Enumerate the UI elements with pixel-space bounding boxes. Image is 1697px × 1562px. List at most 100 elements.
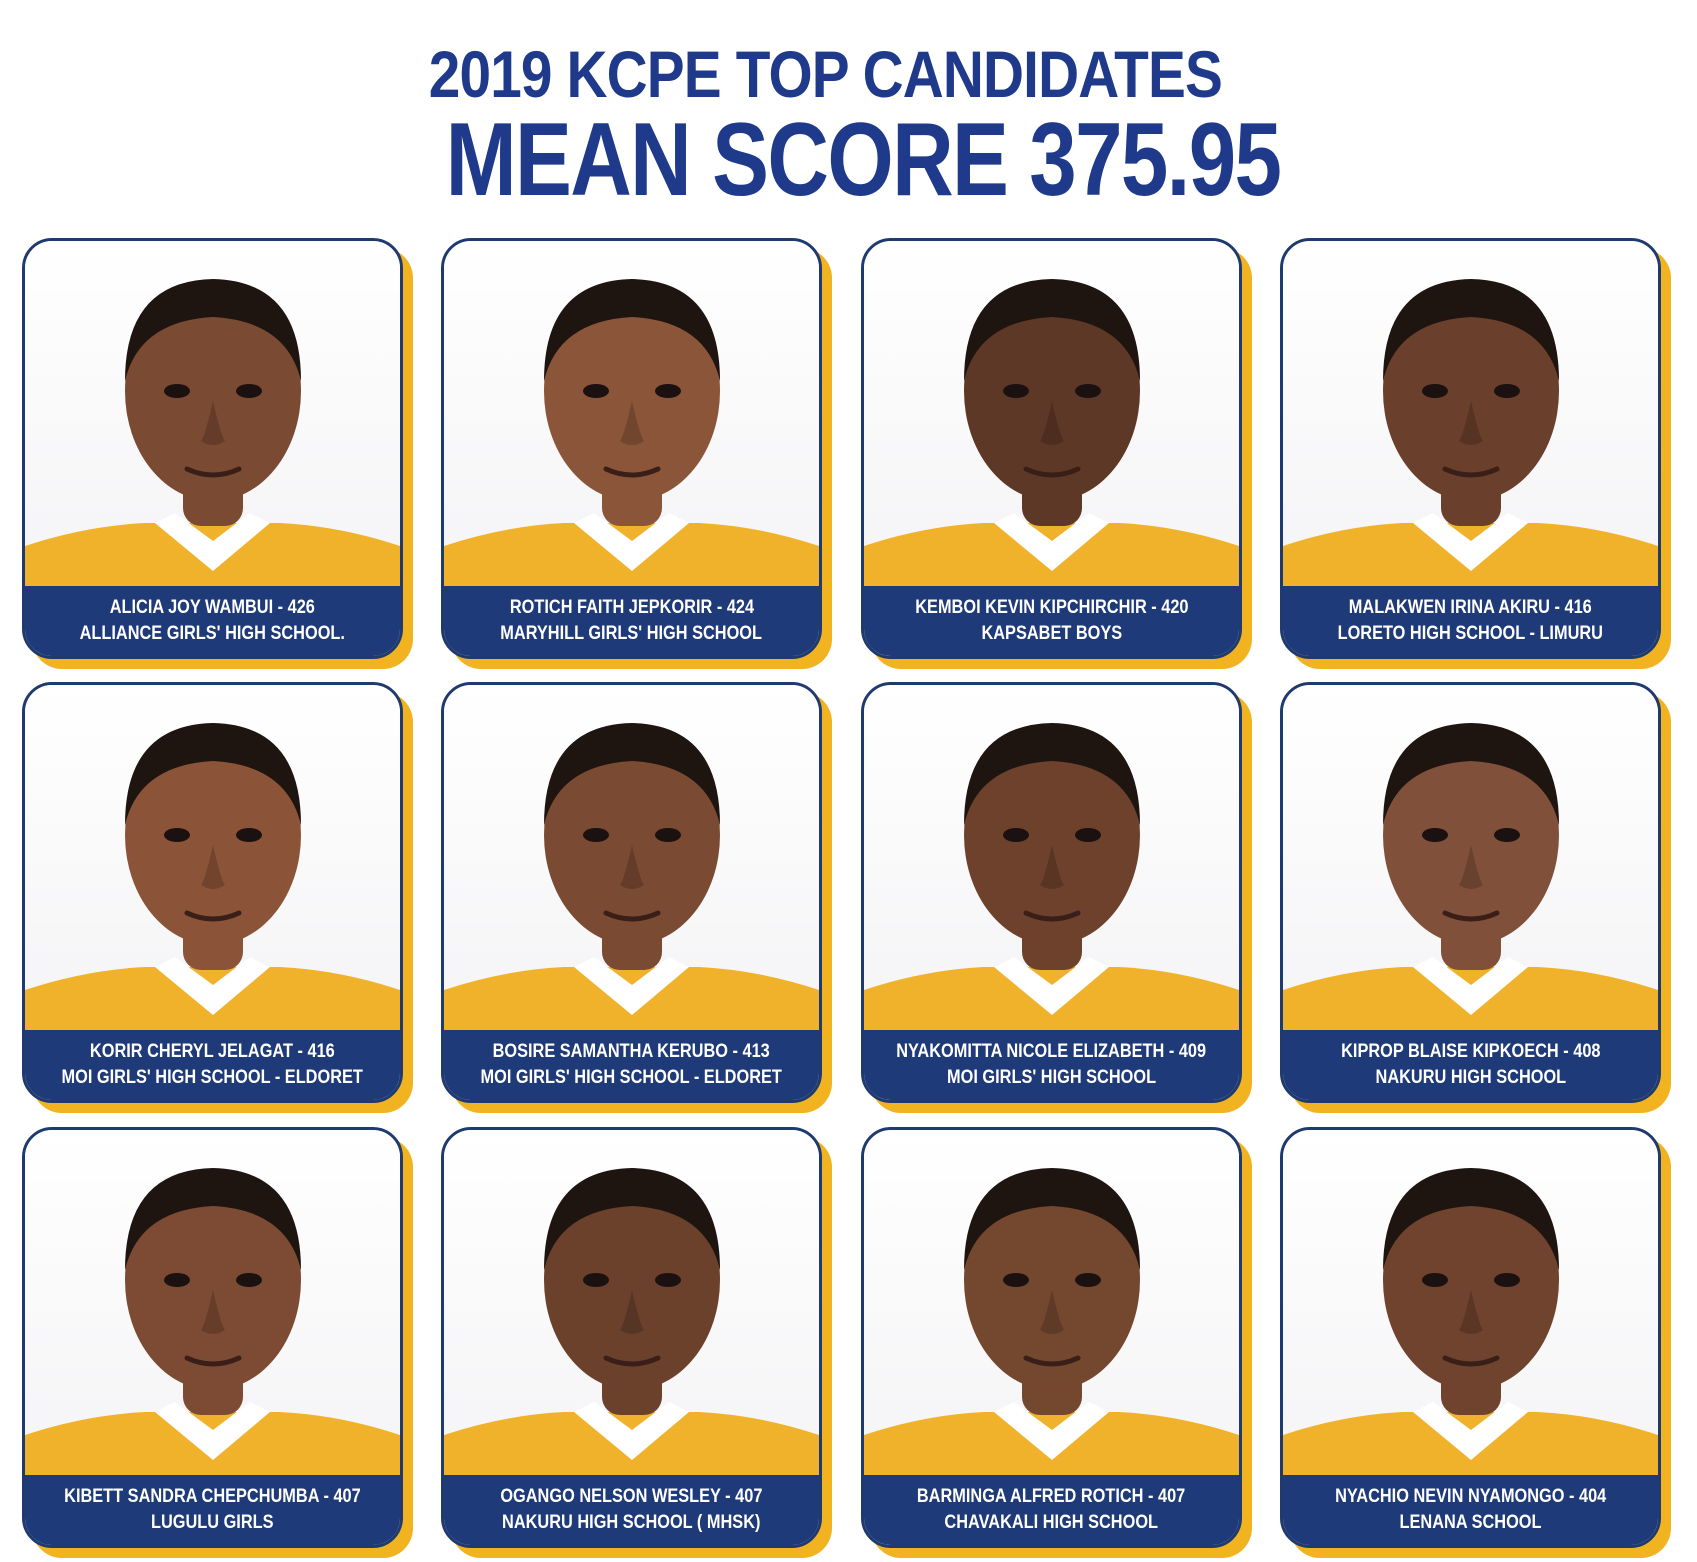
mouth <box>1023 1355 1081 1367</box>
face <box>964 281 1140 501</box>
mouth <box>1442 910 1500 922</box>
candidate-caption: NYAKOMITTA NICOLE ELIZABETH - 409 MOI GI… <box>864 1030 1239 1100</box>
portrait-illustration <box>444 1168 819 1475</box>
left-eye <box>1003 1273 1029 1287</box>
candidate-photo <box>25 1130 400 1475</box>
candidate-card: NYACHIO NEVIN NYAMONGO - 404 LENANA SCHO… <box>1280 1127 1661 1548</box>
candidate-caption: MALAKWEN IRINA AKIRU - 416 LORETO HIGH S… <box>1283 586 1658 656</box>
candidate-school: LORETO HIGH SCHOOL - LIMURU <box>1337 623 1604 644</box>
left-eye <box>583 1273 609 1287</box>
candidate-photo <box>864 1130 1239 1475</box>
hair <box>125 723 301 825</box>
candidate-caption: OGANGO NELSON WESLEY - 407 NAKURU HIGH S… <box>444 1475 819 1545</box>
candidate-name-score: NYACHIO NEVIN NYAMONGO - 404 <box>1334 1486 1607 1507</box>
portrait-illustration <box>1283 723 1658 1030</box>
face <box>544 725 720 945</box>
candidate-school: MOI GIRLS' HIGH SCHOOL - ELDORET <box>480 1067 783 1088</box>
right-eye <box>655 384 681 398</box>
portrait-illustration <box>864 1168 1239 1475</box>
candidate-card: ALICIA JOY WAMBUI - 426 ALLIANCE GIRLS' … <box>22 238 403 659</box>
candidate-school: LENANA SCHOOL <box>1399 1512 1542 1533</box>
portrait-illustration <box>444 723 819 1030</box>
right-eye <box>655 828 681 842</box>
nose <box>1459 1290 1483 1334</box>
shirt-collar <box>574 1402 689 1460</box>
candidate-caption: KORIR CHERYL JELAGAT - 416 MOI GIRLS' HI… <box>25 1030 400 1100</box>
right-eye <box>1494 828 1520 842</box>
mouth <box>1442 1355 1500 1367</box>
face <box>1383 725 1559 945</box>
left-eye <box>1422 384 1448 398</box>
left-eye <box>164 384 190 398</box>
mouth <box>603 1355 661 1367</box>
hair <box>544 279 720 381</box>
candidate-name-score: NYAKOMITTA NICOLE ELIZABETH - 409 <box>896 1041 1207 1062</box>
candidate-name-score: KIBETT SANDRA CHEPCHUMBA - 407 <box>64 1486 361 1507</box>
candidate-caption: ROTICH FAITH JEPKORIR - 424 MARYHILL GIR… <box>444 586 819 656</box>
portrait-illustration <box>1283 279 1658 586</box>
face <box>125 1170 301 1390</box>
hair <box>125 279 301 381</box>
left-eye <box>164 1273 190 1287</box>
shirt-collar <box>1413 513 1528 571</box>
left-eye <box>164 828 190 842</box>
candidate-card: KIBETT SANDRA CHEPCHUMBA - 407 LUGULU GI… <box>22 1127 403 1548</box>
candidate-school: CHAVAKALI HIGH SCHOOL <box>944 1512 1159 1533</box>
candidate-card: ROTICH FAITH JEPKORIR - 424 MARYHILL GIR… <box>441 238 822 659</box>
mouth <box>1442 466 1500 478</box>
candidate-photo <box>1283 241 1658 586</box>
hair <box>964 723 1140 825</box>
candidate-name-score: KIPROP BLAISE KIPKOECH - 408 <box>1340 1041 1601 1062</box>
portrait-illustration <box>864 279 1239 586</box>
poster-title: 2019 KCPE TOP CANDIDATES <box>428 37 1223 111</box>
mouth <box>184 466 242 478</box>
candidate-caption: NYACHIO NEVIN NYAMONGO - 404 LENANA SCHO… <box>1283 1475 1658 1545</box>
left-eye <box>583 828 609 842</box>
right-eye <box>236 828 262 842</box>
right-eye <box>236 384 262 398</box>
shirt-collar <box>155 513 270 571</box>
nose <box>201 845 225 889</box>
left-eye <box>583 384 609 398</box>
face <box>125 281 301 501</box>
nose <box>1040 845 1064 889</box>
candidate-caption: ALICIA JOY WAMBUI - 426 ALLIANCE GIRLS' … <box>25 586 400 656</box>
face <box>964 1170 1140 1390</box>
candidate-name-score: BARMINGA ALFRED ROTICH - 407 <box>917 1486 1186 1507</box>
nose <box>1459 401 1483 445</box>
hair <box>964 1168 1140 1270</box>
hair <box>544 723 720 825</box>
shirt-collar <box>574 957 689 1015</box>
left-eye <box>1003 384 1029 398</box>
face <box>1383 1170 1559 1390</box>
candidate-school: NAKURU HIGH SCHOOL ( MHSK) <box>502 1512 761 1533</box>
portrait-illustration <box>1283 1168 1658 1475</box>
left-eye <box>1422 828 1448 842</box>
poster-header: 2019 KCPE TOP CANDIDATES MEAN SCORE 375.… <box>370 37 1282 212</box>
hair <box>544 1168 720 1270</box>
mouth <box>184 910 242 922</box>
shirt-collar <box>994 513 1109 571</box>
right-eye <box>1075 828 1101 842</box>
candidate-name-score: ROTICH FAITH JEPKORIR - 424 <box>509 597 754 618</box>
nose <box>1040 401 1064 445</box>
candidate-school: KAPSABET BOYS <box>981 623 1122 644</box>
hair <box>1383 279 1559 381</box>
face <box>125 725 301 945</box>
candidate-card: NYAKOMITTA NICOLE ELIZABETH - 409 MOI GI… <box>861 682 1242 1103</box>
shirt-collar <box>155 1402 270 1460</box>
portrait-illustration <box>25 279 400 586</box>
candidate-name-score: KEMBOI KEVIN KIPCHIRCHIR - 420 <box>914 597 1189 618</box>
face <box>964 725 1140 945</box>
candidate-name-score: OGANGO NELSON WESLEY - 407 <box>500 1486 763 1507</box>
shirt-collar <box>994 957 1109 1015</box>
mouth <box>1023 466 1081 478</box>
candidate-school: NAKURU HIGH SCHOOL <box>1375 1067 1566 1088</box>
mouth <box>184 1355 242 1367</box>
candidate-school: ALLIANCE GIRLS' HIGH SCHOOL. <box>79 623 346 644</box>
left-eye <box>1003 828 1029 842</box>
candidate-photo <box>444 241 819 586</box>
right-eye <box>236 1273 262 1287</box>
hair <box>1383 723 1559 825</box>
